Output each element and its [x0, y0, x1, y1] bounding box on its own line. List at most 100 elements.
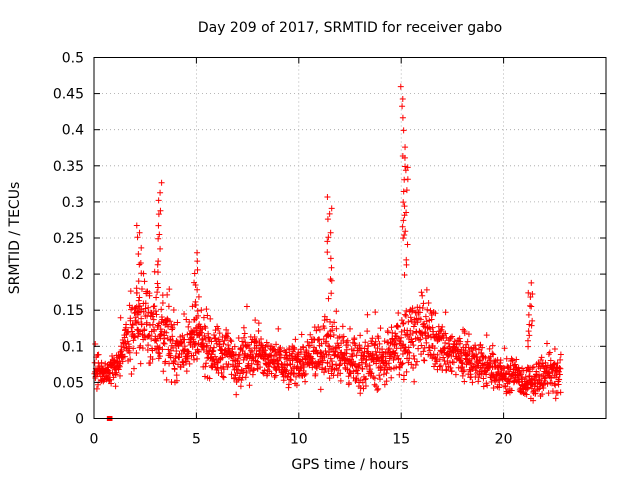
data-point: [116, 363, 123, 370]
data-point: [394, 323, 401, 330]
data-point: [196, 321, 203, 328]
data-point: [398, 317, 405, 324]
data-point: [458, 352, 465, 359]
data-point: [418, 342, 425, 349]
data-point: [364, 311, 371, 318]
data-point: [116, 372, 123, 379]
data-point: [121, 353, 128, 360]
data-point: [159, 316, 166, 323]
data-point: [502, 383, 509, 390]
data-point: [172, 353, 179, 360]
data-point: [328, 358, 335, 365]
data-point: [121, 340, 128, 347]
data-point: [286, 346, 293, 353]
data-point: [173, 372, 180, 379]
peak-point: [401, 203, 408, 210]
data-point: [211, 335, 218, 342]
data-point: [288, 377, 295, 384]
data-point: [239, 338, 246, 345]
data-point: [556, 371, 563, 378]
peak-point: [191, 270, 198, 277]
data-point: [104, 373, 111, 380]
peak-point: [133, 285, 140, 292]
data-point: [165, 323, 172, 330]
data-point: [224, 364, 231, 371]
data-point: [137, 328, 144, 335]
data-point: [443, 366, 450, 373]
data-point: [394, 352, 401, 359]
data-point: [333, 325, 340, 332]
peak-point: [192, 301, 199, 308]
data-point: [408, 318, 415, 325]
data-point: [161, 340, 168, 347]
data-point: [392, 337, 399, 344]
data-points-layer: [91, 83, 564, 421]
data-point: [362, 375, 369, 382]
data-point: [228, 371, 235, 378]
data-point: [451, 338, 458, 345]
data-point: [405, 318, 412, 325]
data-point: [327, 355, 334, 362]
y-tick-label: 0.1: [62, 339, 84, 355]
data-point: [411, 356, 418, 363]
data-point: [501, 382, 508, 389]
peak-point: [194, 325, 201, 332]
x-tick-label: 20: [495, 432, 513, 448]
data-point: [461, 330, 468, 337]
peak-point: [138, 244, 145, 251]
data-point: [399, 320, 406, 327]
peak-point: [526, 332, 533, 339]
data-point: [544, 380, 551, 387]
data-point: [410, 323, 417, 330]
data-point: [464, 338, 471, 345]
data-point: [400, 341, 407, 348]
data-point: [224, 335, 231, 342]
peak-point: [328, 205, 335, 212]
data-point: [210, 344, 217, 351]
data-point: [466, 359, 473, 366]
data-point: [419, 292, 426, 299]
data-point: [308, 359, 315, 366]
data-point: [173, 348, 180, 355]
data-point: [153, 294, 160, 301]
data-point: [340, 333, 347, 340]
peak-point: [401, 231, 408, 238]
data-point: [174, 319, 181, 326]
data-point: [159, 299, 166, 306]
data-point: [163, 329, 170, 336]
data-point: [374, 386, 381, 393]
data-point: [395, 355, 402, 362]
data-point: [304, 360, 311, 367]
data-point: [280, 377, 287, 384]
data-point: [545, 390, 552, 397]
data-point: [420, 357, 427, 364]
peak-point: [191, 331, 198, 338]
y-tick-label: 0.25: [53, 231, 84, 247]
data-point: [319, 364, 326, 371]
data-point: [301, 371, 308, 378]
peak-point: [404, 164, 411, 171]
data-point: [400, 320, 407, 327]
data-point: [557, 389, 564, 396]
data-point: [551, 380, 558, 387]
data-point: [233, 391, 240, 398]
data-point: [145, 332, 152, 339]
data-point: [391, 354, 398, 361]
data-point: [307, 331, 314, 338]
data-point: [272, 372, 279, 379]
peak-point: [154, 269, 161, 276]
data-point: [408, 361, 415, 368]
data-point: [381, 381, 388, 388]
data-point: [218, 369, 225, 376]
data-point: [152, 308, 159, 315]
data-point: [475, 374, 482, 381]
peak-point: [195, 293, 202, 300]
data-point: [127, 288, 134, 295]
data-point: [133, 349, 140, 356]
data-point: [344, 342, 351, 349]
data-point: [109, 352, 116, 359]
data-point: [455, 354, 462, 361]
data-point: [163, 376, 170, 383]
data-point: [362, 382, 369, 389]
data-point: [138, 315, 145, 322]
